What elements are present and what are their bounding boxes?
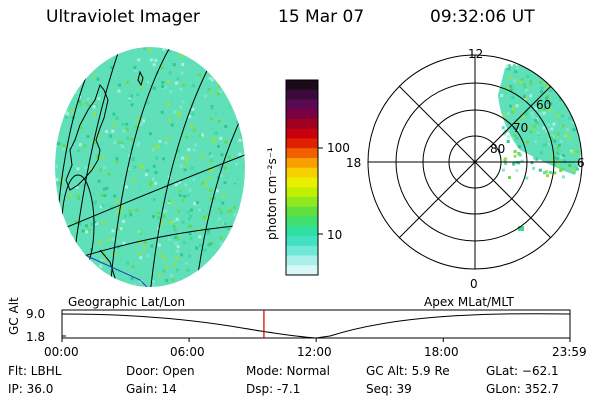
instrument-title: Ultraviolet Imager <box>46 7 200 27</box>
colorbar-swatch <box>286 80 318 91</box>
colorbar-swatch <box>286 245 318 256</box>
colorbar-swatch <box>286 236 318 247</box>
apex-panel-label: Apex MLat/MLT <box>424 295 514 309</box>
info-glat: GLat: −62.1 <box>486 364 559 378</box>
colorbar-swatch <box>286 99 318 110</box>
timeline-xtick-0600: 06:00 <box>170 345 205 359</box>
timeline-axis-label: GC Alt <box>7 297 21 335</box>
info-ip: IP: 36.0 <box>8 382 54 396</box>
info-glon: GLon: 352.7 <box>486 382 559 396</box>
mlt-label-18: 18 <box>346 156 362 170</box>
info-filter: Flt: LBHL <box>8 364 62 378</box>
geographic-panel-label: Geographic Lat/Lon <box>68 295 186 309</box>
timeline-xtick-1800: 18:00 <box>424 345 459 359</box>
info-door: Door: Open <box>126 364 195 378</box>
mlat-label-80: 80 <box>490 142 506 156</box>
mlt-label-0: 0 <box>470 277 478 291</box>
timeline-xtick-2359: 23:59 <box>552 345 587 359</box>
timeline-xtick-0000: 00:00 <box>44 345 79 359</box>
info-dsp: Dsp: -7.1 <box>246 382 301 396</box>
colorbar-swatch <box>286 197 318 208</box>
colorbar-swatch <box>286 187 318 198</box>
time-label: 09:32:06 UT <box>430 7 535 27</box>
latitude-lines <box>59 154 245 261</box>
colorbar-swatch <box>286 226 318 237</box>
colorbar-swatch <box>286 109 318 120</box>
mlat-label-60: 60 <box>536 98 552 112</box>
timeline-plot <box>61 309 571 342</box>
colorbar-label-10: 10 <box>327 228 343 242</box>
info-seq: Seq: 39 <box>366 382 412 396</box>
mlt-label-12: 12 <box>468 47 484 61</box>
info-mode: Mode: Normal <box>246 364 330 378</box>
info-gain: Gain: 14 <box>126 382 177 396</box>
info-gc-alt: GC Alt: 5.9 Re <box>366 364 450 378</box>
timeline-ytick-9: 9.0 <box>26 307 46 321</box>
colorbar-swatch <box>286 265 318 276</box>
polar-plot-panel <box>367 54 583 270</box>
timeline-xtick-1200: 12:00 <box>297 345 332 359</box>
colorbar-swatch <box>286 138 318 149</box>
timeline-ytick-1: 1.8 <box>26 330 46 344</box>
colorbar-swatch <box>286 119 318 130</box>
altitude-curve <box>61 313 571 339</box>
date-label: 15 Mar 07 <box>278 7 365 27</box>
colorbar-swatch <box>286 148 318 159</box>
colorbar-label-100: 100 <box>327 141 350 155</box>
polar-grid <box>367 54 583 270</box>
geographic-map-panel <box>55 47 245 287</box>
colorbar <box>285 79 319 276</box>
colorbar-swatch <box>286 255 318 266</box>
colorbar-swatch <box>286 128 318 139</box>
colorbar-swatch <box>286 216 318 227</box>
mlt-label-6: 6 <box>577 156 585 170</box>
mlat-label-70: 70 <box>513 121 529 135</box>
colorbar-swatch <box>286 167 318 178</box>
colorbar-swatch <box>286 158 318 169</box>
colorbar-swatch <box>286 89 318 100</box>
colorbar-swatch <box>286 206 318 217</box>
colorbar-swatch <box>286 177 318 188</box>
colorbar-units: photon cm⁻²s⁻¹ <box>265 147 279 240</box>
